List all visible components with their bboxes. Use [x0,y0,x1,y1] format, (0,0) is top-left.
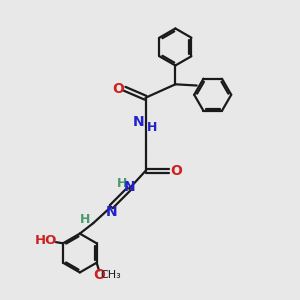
Text: N: N [123,180,135,194]
Text: O: O [94,268,106,282]
Text: O: O [170,164,182,178]
Text: H: H [80,213,90,226]
Text: N: N [133,115,145,129]
Text: N: N [105,205,117,219]
Text: H: H [116,177,127,190]
Text: O: O [112,82,124,96]
Text: H: H [147,121,157,134]
Text: CH₃: CH₃ [100,270,121,280]
Text: HO: HO [35,234,57,248]
